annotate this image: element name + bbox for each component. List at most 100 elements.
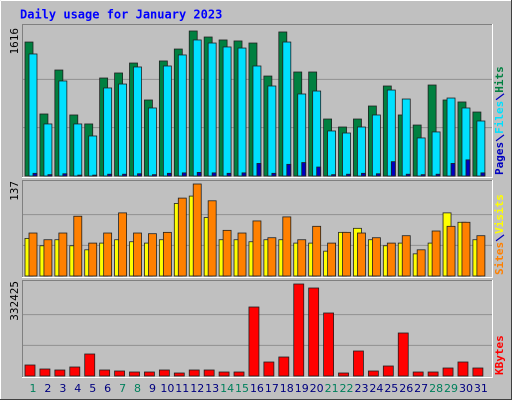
bar: [196, 172, 202, 177]
x-tick-label: 17: [265, 382, 279, 395]
bar: [43, 239, 53, 277]
bar: [203, 369, 215, 377]
bar: [241, 172, 247, 177]
bar: [286, 163, 292, 177]
bar: [43, 123, 53, 177]
y-tick-label: 137: [8, 181, 21, 201]
bar: [465, 159, 471, 177]
bar: [416, 137, 426, 177]
bar: [103, 232, 113, 277]
bar: [446, 225, 456, 277]
bar: [316, 166, 322, 177]
bar: [88, 242, 98, 277]
bar: [248, 306, 260, 377]
bar: [148, 107, 157, 177]
bar: [177, 197, 187, 277]
bar: [211, 172, 217, 177]
bar: [152, 174, 157, 177]
x-tick-label: 14: [220, 382, 234, 395]
bar: [301, 162, 307, 177]
bar: [28, 53, 38, 177]
bar: [137, 173, 142, 177]
bar: [207, 200, 217, 277]
bar: [267, 85, 277, 177]
bar: [476, 120, 486, 177]
bar: [181, 172, 187, 177]
bar: [461, 221, 471, 277]
x-tick-label: 28: [429, 382, 443, 395]
bar: [77, 174, 83, 177]
bar: [431, 131, 441, 177]
bar: [416, 249, 426, 277]
legend-label: Pages: [493, 142, 506, 175]
bar: [386, 242, 396, 277]
x-tick-label: 31: [474, 382, 488, 395]
bar: [480, 172, 486, 177]
legend-label: Sites: [493, 242, 506, 275]
legend-separator: [495, 234, 505, 242]
bar: [192, 39, 202, 177]
bar: [58, 80, 68, 177]
y-tick-label: 332425: [8, 281, 21, 321]
legend-label: Files: [493, 101, 506, 134]
x-tick-label: 22: [340, 382, 354, 395]
bar: [293, 283, 305, 377]
legend-label: KBytes: [493, 335, 506, 375]
bar: [99, 369, 111, 377]
bar: [28, 232, 38, 277]
bar: [375, 173, 381, 177]
bar: [73, 215, 83, 277]
bar: [107, 173, 113, 177]
x-tick-label: 21: [325, 382, 339, 395]
x-tick-label: 8: [134, 382, 141, 395]
bar: [405, 173, 411, 177]
bar: [308, 287, 320, 377]
x-tick-label: 18: [280, 382, 294, 395]
bar: [278, 356, 290, 377]
legend-separator: [495, 134, 505, 142]
x-tick-label: 4: [74, 382, 81, 395]
x-tick-label: 19: [295, 382, 309, 395]
bar: [24, 364, 36, 377]
bar: [114, 370, 125, 377]
bar: [47, 174, 53, 177]
bar: [263, 361, 275, 377]
bar: [188, 369, 200, 377]
bar: [118, 212, 127, 277]
bar: [237, 47, 247, 177]
bar: [133, 232, 142, 277]
x-tick-label: 20: [310, 382, 324, 395]
bar: [401, 235, 411, 277]
bar: [327, 130, 337, 177]
bar: [357, 126, 366, 177]
bar: [450, 163, 456, 177]
bar: [342, 231, 351, 277]
bar: [323, 312, 335, 377]
bar: [73, 123, 83, 177]
x-tick-label: 25: [384, 382, 398, 395]
bar: [342, 132, 351, 177]
bar: [382, 365, 394, 377]
bar: [118, 83, 127, 177]
bar: [457, 361, 469, 377]
x-tick-label: 16: [250, 382, 264, 395]
bar: [267, 237, 277, 277]
bar: [133, 66, 142, 177]
bar: [397, 332, 409, 377]
legend-label: Visits: [493, 194, 506, 234]
bar: [420, 174, 426, 177]
x-tick-label: 13: [205, 382, 219, 395]
x-tick-label: 11: [175, 382, 189, 395]
bar: [271, 172, 277, 177]
bar: [357, 232, 366, 277]
bar: [69, 366, 81, 377]
bar: [162, 231, 172, 277]
bar: [346, 173, 351, 177]
bar: [312, 90, 322, 177]
bar: [297, 239, 307, 277]
bar: [62, 173, 68, 177]
bar: [148, 233, 157, 277]
x-tick-label: 7: [119, 382, 126, 395]
